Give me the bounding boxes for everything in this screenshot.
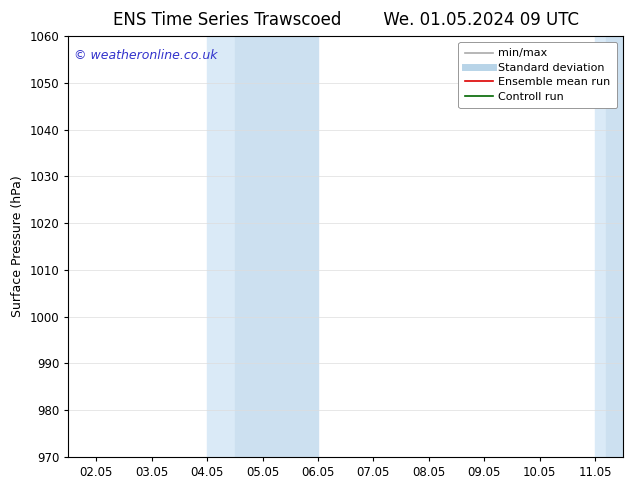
Title: ENS Time Series Trawscoed        We. 01.05.2024 09 UTC: ENS Time Series Trawscoed We. 01.05.2024… [113,11,579,29]
Y-axis label: Surface Pressure (hPa): Surface Pressure (hPa) [11,176,24,318]
Bar [235,36,318,457]
Bar [606,36,623,457]
Bar [595,36,606,457]
Legend: min/max, Standard deviation, Ensemble mean run, Controll run: min/max, Standard deviation, Ensemble me… [458,42,618,108]
Bar [207,36,235,457]
Text: © weatheronline.co.uk: © weatheronline.co.uk [74,49,217,62]
